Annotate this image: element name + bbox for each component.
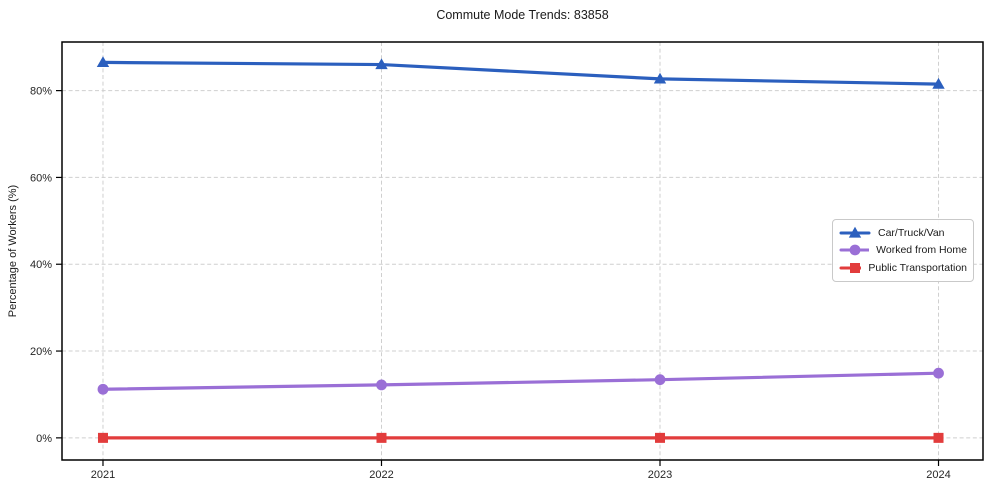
legend-label: Public Transportation xyxy=(868,261,967,274)
x-tick-label: 2023 xyxy=(648,469,672,481)
series-worked-from-home xyxy=(97,367,944,395)
circle-marker-icon xyxy=(839,244,870,256)
chart-title: Commute Mode Trends: 83858 xyxy=(436,8,609,22)
y-tick-label: 40% xyxy=(30,259,52,271)
y-tick-label: 60% xyxy=(30,172,52,184)
x-tick-label: 2021 xyxy=(91,469,115,481)
x-tick-label: 2022 xyxy=(369,469,393,481)
legend-item-car-truck-van: Car/Truck/Van xyxy=(839,224,967,242)
legend-item-public-transportation: Public Transportation xyxy=(839,259,967,277)
square-marker-icon xyxy=(839,262,862,273)
legend-label: Worked from Home xyxy=(876,244,967,257)
series-car-truck-van xyxy=(96,56,945,89)
x-tick-label: 2024 xyxy=(926,469,950,481)
series-public-transportation xyxy=(97,432,944,443)
axis-ticks: 0% 20% 40% 60% 80% 2021 2022 2023 2024 xyxy=(30,86,951,481)
y-tick-label: 0% xyxy=(36,433,52,445)
plot-border xyxy=(61,41,984,461)
legend: Car/Truck/Van Worked from Home Public Tran… xyxy=(832,219,974,282)
legend-item-worked-from-home: Worked from Home xyxy=(839,242,967,260)
y-tick-label: 80% xyxy=(30,86,52,98)
legend-label: Car/Truck/Van xyxy=(878,226,945,239)
y-tick-label: 20% xyxy=(30,346,52,358)
triangle-marker-icon xyxy=(839,226,871,238)
